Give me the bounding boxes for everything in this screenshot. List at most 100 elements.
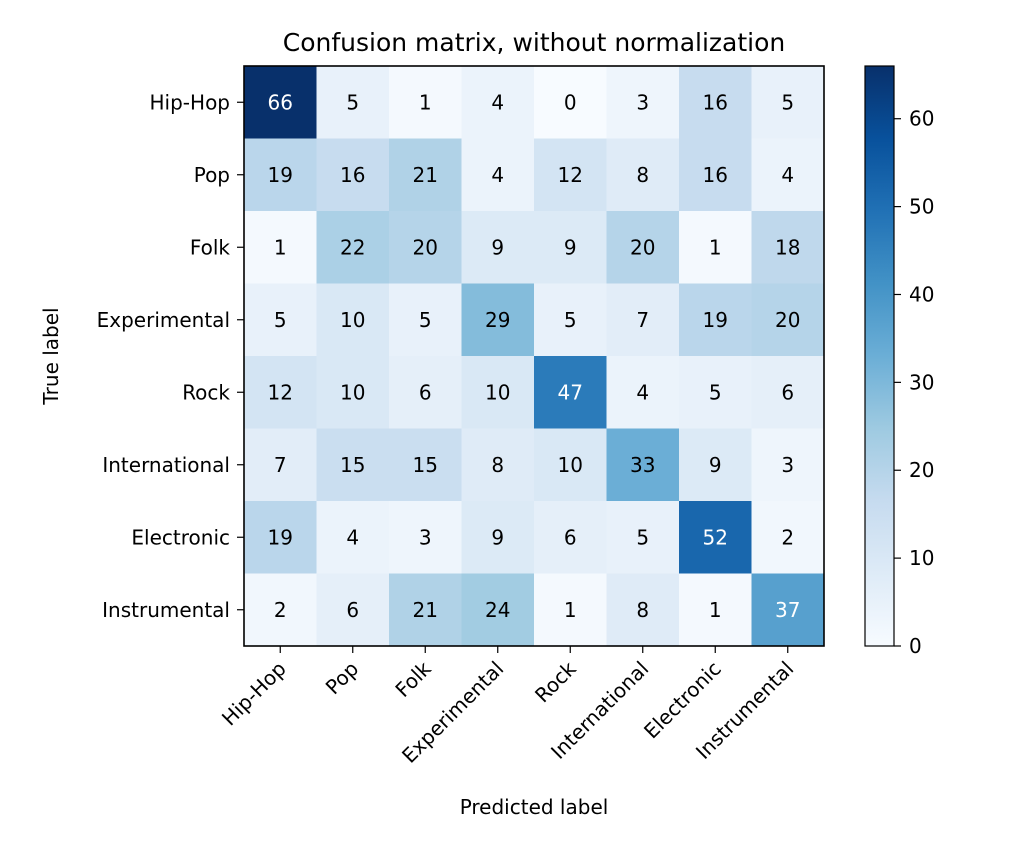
cell-value-label: 19 bbox=[268, 163, 293, 187]
cell-value-label: 3 bbox=[419, 525, 432, 549]
heatmap-cell bbox=[461, 501, 535, 574]
heatmap-cell bbox=[606, 211, 680, 284]
heatmap-cell bbox=[751, 573, 825, 647]
cell-value-label: 19 bbox=[268, 525, 293, 549]
heatmap-cell bbox=[606, 66, 680, 139]
heatmap-cell bbox=[389, 138, 462, 212]
heatmap-cell bbox=[316, 428, 390, 502]
cell-value-label: 15 bbox=[340, 453, 365, 477]
heatmap-cell bbox=[244, 283, 317, 357]
cell-value-label: 1 bbox=[564, 598, 577, 622]
heatmap-cell bbox=[244, 501, 317, 574]
heatmap-cell bbox=[534, 356, 607, 429]
heatmap-cell bbox=[244, 138, 317, 212]
heatmap-cell bbox=[316, 356, 390, 429]
cell-value-label: 5 bbox=[709, 380, 722, 404]
cell-value-label: 37 bbox=[775, 598, 800, 622]
cell-value-label: 9 bbox=[491, 525, 504, 549]
heatmap-cell bbox=[751, 501, 825, 574]
cell-value-label: 15 bbox=[413, 453, 438, 477]
cell-value-label: 4 bbox=[491, 163, 504, 187]
cell-value-label: 8 bbox=[636, 163, 649, 187]
cell-value-label: 12 bbox=[268, 380, 293, 404]
cell-value-label: 21 bbox=[413, 163, 438, 187]
cell-value-label: 16 bbox=[703, 163, 728, 187]
heatmap-cell bbox=[461, 66, 535, 139]
heatmap-cell bbox=[534, 573, 607, 647]
colorbar-tick-label: 20 bbox=[909, 458, 934, 482]
cell-value-label: 52 bbox=[703, 525, 728, 549]
heatmap-cell bbox=[679, 501, 752, 574]
heatmap-cell bbox=[751, 283, 825, 357]
cell-value-label: 1 bbox=[709, 235, 722, 259]
heatmap-cell bbox=[389, 573, 462, 647]
cell-value-label: 5 bbox=[419, 308, 432, 332]
x-tick-label: Pop bbox=[321, 657, 364, 700]
cell-value-label: 19 bbox=[703, 308, 728, 332]
heatmap-cell bbox=[606, 573, 680, 647]
heatmap-cell bbox=[534, 211, 607, 284]
heatmap-cell bbox=[244, 428, 317, 502]
colorbar-tick-label: 60 bbox=[909, 107, 934, 131]
plot-frame bbox=[243, 65, 825, 647]
heatmap-cell bbox=[534, 501, 607, 574]
heatmap-cell bbox=[534, 283, 607, 357]
heatmap-cell bbox=[679, 211, 752, 284]
heatmap-cell bbox=[316, 66, 390, 139]
cell-value-label: 9 bbox=[491, 235, 504, 259]
heatmap-cell bbox=[316, 283, 390, 357]
cell-value-label: 6 bbox=[781, 380, 794, 404]
y-tick-label: Hip-Hop bbox=[150, 90, 230, 114]
cell-value-label: 2 bbox=[781, 525, 794, 549]
heatmap-cell-labels: 66 5 1 4 0 3 16 519 16 21 4 12 8 16 41 22 20 9 9 20 1 185 10 5 2… bbox=[268, 90, 801, 622]
cell-value-label: 66 bbox=[268, 90, 293, 114]
cell-value-label: 20 bbox=[413, 235, 438, 259]
heatmap-cell bbox=[751, 428, 825, 502]
x-axis-title: Predicted label bbox=[460, 795, 609, 819]
heatmap-cells bbox=[244, 66, 825, 647]
heatmap-cell bbox=[316, 211, 390, 284]
heatmap-cell bbox=[751, 138, 825, 212]
cell-value-label: 22 bbox=[340, 235, 365, 259]
heatmap-cell bbox=[389, 501, 462, 574]
cell-value-label: 5 bbox=[274, 308, 287, 332]
heatmap-cell bbox=[316, 138, 390, 212]
cell-value-label: 16 bbox=[340, 163, 365, 187]
heatmap-cell bbox=[679, 356, 752, 429]
cell-value-label: 24 bbox=[485, 598, 510, 622]
y-axis-ticks: Hip-Hop Pop Folk Experimental Rock Internatio… bbox=[97, 90, 244, 622]
y-tick-label: Folk bbox=[190, 235, 231, 259]
heatmap-cell bbox=[389, 283, 462, 357]
heatmap-cell bbox=[244, 356, 317, 429]
cell-value-label: 8 bbox=[491, 453, 504, 477]
heatmap-cell bbox=[534, 138, 607, 212]
heatmap-cell bbox=[751, 211, 825, 284]
x-tick-label: Hip-Hop bbox=[217, 657, 291, 731]
cell-value-label: 4 bbox=[491, 90, 504, 114]
cell-value-label: 10 bbox=[340, 308, 365, 332]
cell-value-label: 4 bbox=[781, 163, 794, 187]
heatmap-cell bbox=[244, 66, 317, 139]
heatmap-cell bbox=[606, 428, 680, 502]
colorbar-tick-label: 0 bbox=[909, 634, 922, 658]
heatmap-cell bbox=[461, 211, 535, 284]
y-tick-label: Experimental bbox=[97, 308, 230, 332]
y-tick-label: Electronic bbox=[131, 525, 230, 549]
y-tick-label: International bbox=[102, 453, 230, 477]
y-tick-label: Instrumental bbox=[102, 598, 230, 622]
cell-value-label: 4 bbox=[636, 380, 649, 404]
cell-value-label: 6 bbox=[419, 380, 432, 404]
heatmap-cell bbox=[679, 66, 752, 139]
cell-value-label: 1 bbox=[274, 235, 287, 259]
heatmap-cell bbox=[461, 573, 535, 647]
heatmap-cell bbox=[244, 573, 317, 647]
heatmap-cell bbox=[534, 66, 607, 139]
y-tick-label: Pop bbox=[194, 163, 230, 187]
cell-value-label: 9 bbox=[709, 453, 722, 477]
heatmap-cell bbox=[606, 138, 680, 212]
cell-value-label: 20 bbox=[775, 308, 800, 332]
cell-value-label: 8 bbox=[636, 598, 649, 622]
heatmap-cell bbox=[461, 356, 535, 429]
cell-value-label: 16 bbox=[703, 90, 728, 114]
heatmap-cell bbox=[751, 356, 825, 429]
